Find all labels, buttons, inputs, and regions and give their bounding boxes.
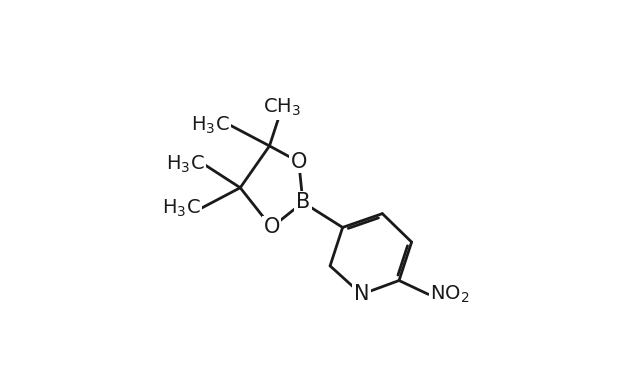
Text: H$_3$C: H$_3$C <box>162 198 200 219</box>
Text: O: O <box>291 152 307 172</box>
Text: CH$_3$: CH$_3$ <box>263 97 301 118</box>
Text: N: N <box>354 284 369 304</box>
Text: H$_3$C: H$_3$C <box>191 114 230 136</box>
Text: H$_3$C: H$_3$C <box>166 154 205 176</box>
Text: NO$_2$: NO$_2$ <box>431 283 470 305</box>
Text: O: O <box>264 217 280 238</box>
Text: B: B <box>296 192 310 212</box>
